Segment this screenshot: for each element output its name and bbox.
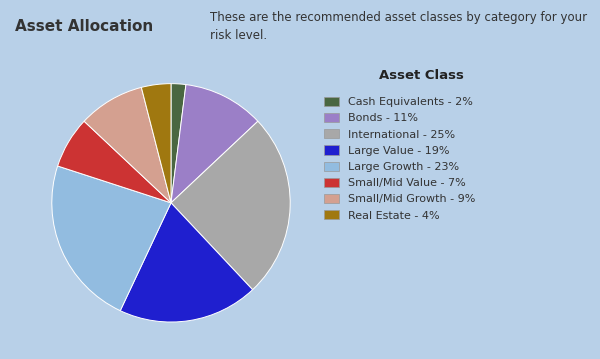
Text: Asset Class: Asset Class: [379, 69, 464, 81]
Wedge shape: [52, 166, 171, 311]
Text: These are the recommended asset classes by category for your
risk level.: These are the recommended asset classes …: [210, 10, 587, 42]
Wedge shape: [58, 121, 171, 203]
Wedge shape: [171, 121, 290, 290]
Wedge shape: [84, 87, 171, 203]
Wedge shape: [142, 84, 171, 203]
Wedge shape: [120, 203, 253, 322]
Wedge shape: [171, 84, 186, 203]
Legend: Cash Equivalents - 2%, Bonds - 11%, International - 25%, Large Value - 19%, Larg: Cash Equivalents - 2%, Bonds - 11%, Inte…: [323, 97, 475, 221]
Wedge shape: [171, 85, 258, 203]
Text: Asset Allocation: Asset Allocation: [15, 19, 153, 33]
